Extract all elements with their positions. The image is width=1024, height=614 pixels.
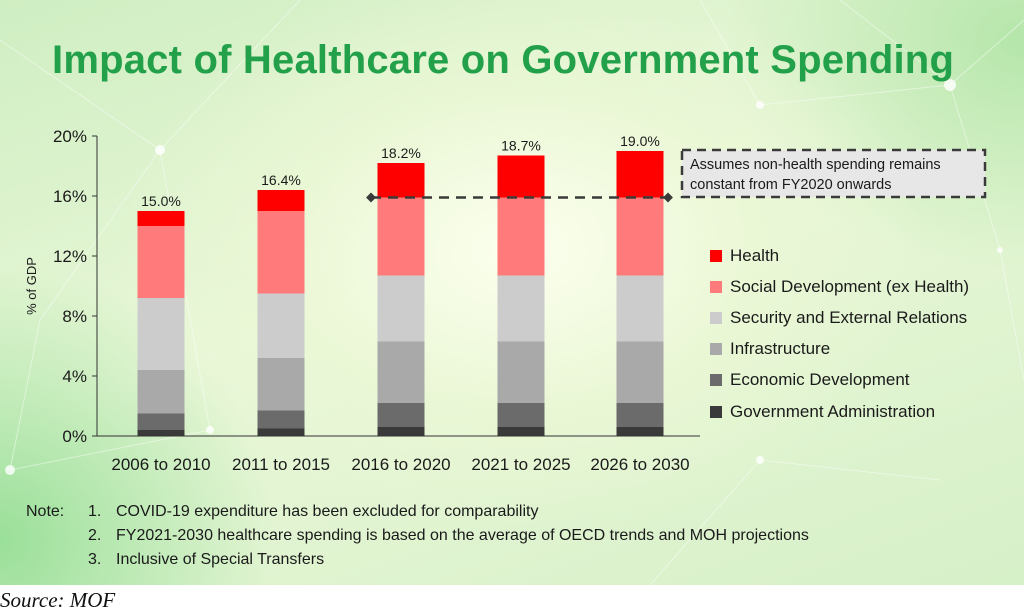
reference-line-diamond-marker bbox=[366, 192, 376, 203]
bar-segment-government-administration bbox=[616, 427, 664, 436]
slide-background: Impact of Healthcare on Government Spend… bbox=[0, 0, 1024, 585]
bar-segment-social-development-ex-health bbox=[377, 197, 425, 276]
bar-segment-social-development-ex-health bbox=[137, 226, 185, 298]
x-tick-label: 2021 to 2025 bbox=[471, 455, 570, 474]
bar-total-label: 16.4% bbox=[261, 172, 301, 188]
bar-segment-economic-development bbox=[257, 410, 305, 429]
note-number: 3. bbox=[88, 551, 102, 568]
x-tick-label: 2026 to 2030 bbox=[590, 455, 689, 474]
bar-segment-security-and-external-relations bbox=[616, 275, 664, 342]
bar-segment-security-and-external-relations bbox=[257, 293, 305, 358]
legend-swatch bbox=[710, 405, 722, 418]
y-tick-label: 20% bbox=[53, 127, 87, 146]
legend-item: Security and External Relations bbox=[710, 302, 969, 333]
bar-segment-economic-development bbox=[497, 403, 545, 427]
legend-swatch bbox=[710, 311, 722, 324]
bar-total-label: 18.2% bbox=[381, 145, 421, 161]
y-tick-label: 8% bbox=[62, 307, 87, 326]
y-tick-label: 4% bbox=[62, 367, 87, 386]
bar-segment-security-and-external-relations bbox=[497, 275, 545, 342]
bar-segment-infrastructure bbox=[497, 341, 545, 403]
bar-segment-infrastructure bbox=[137, 370, 185, 414]
bar-segment-economic-development bbox=[616, 403, 664, 427]
notes-section: Note: 1. COVID-19 expenditure has been e… bbox=[26, 500, 809, 572]
bar-total-label: 18.7% bbox=[501, 138, 541, 154]
x-tick-label: 2006 to 2010 bbox=[111, 455, 210, 474]
reference-line-diamond-marker bbox=[663, 192, 673, 203]
legend-label: Security and External Relations bbox=[730, 307, 968, 327]
note-row-3: 3. Inclusive of Special Transfers bbox=[26, 548, 809, 572]
y-tick-label: 12% bbox=[53, 247, 87, 266]
legend-item: Social Development (ex Health) bbox=[710, 271, 969, 302]
note-indent bbox=[26, 524, 88, 548]
bar-segment-health bbox=[377, 163, 425, 198]
legend-swatch bbox=[710, 280, 722, 293]
bar-segment-health bbox=[257, 190, 305, 211]
note-number: 1. bbox=[88, 503, 102, 520]
reference-line-group bbox=[366, 192, 673, 203]
bar-segment-health bbox=[137, 211, 185, 226]
bar-segment-infrastructure bbox=[616, 341, 664, 403]
bar-total-label: 19.0% bbox=[620, 133, 660, 149]
legend-item: Health bbox=[710, 240, 969, 271]
bar-segment-government-administration bbox=[377, 427, 425, 436]
legend-swatch bbox=[710, 249, 722, 262]
legend-item: Government Administration bbox=[710, 396, 969, 427]
note-text: FY2021-2030 healthcare spending is based… bbox=[116, 527, 809, 544]
legend-item: Economic Development bbox=[710, 365, 969, 396]
legend-label: Economic Development bbox=[730, 370, 910, 390]
bar-segment-security-and-external-relations bbox=[137, 298, 185, 370]
stacked-bar-chart: 0%4%8%12%16%20%% of GDP 15.0%16.4%18.2% 1… bbox=[24, 127, 987, 474]
bar-segment-social-development-ex-health bbox=[497, 197, 545, 276]
note-number: 2. bbox=[88, 527, 102, 544]
legend-label: Government Administration bbox=[730, 401, 936, 421]
bar-segment-security-and-external-relations bbox=[377, 275, 425, 342]
chart-title: Impact of Healthcare on Government Spend… bbox=[52, 38, 955, 82]
legend-label: Social Development (ex Health) bbox=[730, 276, 970, 296]
bar-segment-health bbox=[616, 151, 664, 198]
x-axis: 2006 to 2010 2011 to 2015 2016 to 2020 2021… bbox=[97, 435, 700, 474]
x-tick-label: 2016 to 2020 bbox=[351, 455, 450, 474]
y-tick-label: 16% bbox=[53, 187, 87, 206]
y-axis: 0% 4% 8% 12% 16% 20% % of GDP bbox=[24, 127, 98, 446]
y-tick-label: 0% bbox=[62, 427, 87, 446]
legend-item: Infrastructure bbox=[710, 334, 969, 365]
annotation-line-2: constant from FY2020 onwards bbox=[690, 177, 892, 193]
bars: 15.0% 16.4% 18.2% 18.7% 19.0% bbox=[137, 133, 664, 436]
bar-segment-government-administration bbox=[137, 430, 185, 436]
note-row-1: Note: 1. COVID-19 expenditure has been e… bbox=[26, 500, 809, 524]
bar-total-label: 15.0% bbox=[141, 193, 181, 209]
chart-legend: Health Social Development (ex Health) Secu… bbox=[710, 240, 969, 427]
bar-segment-government-administration bbox=[497, 427, 545, 436]
notes-label: Note: bbox=[26, 503, 65, 520]
y-axis-label: % of GDP bbox=[24, 257, 39, 315]
note-text: Inclusive of Special Transfers bbox=[116, 551, 325, 568]
annotation-box: Assumes non-health spending remains cons… bbox=[680, 148, 987, 199]
bar-segment-infrastructure bbox=[377, 341, 425, 403]
legend-swatch bbox=[710, 374, 722, 387]
bar-segment-economic-development bbox=[377, 403, 425, 427]
annotation-box-border bbox=[680, 148, 987, 199]
bar-segment-government-administration bbox=[257, 428, 305, 436]
bar-segment-health bbox=[497, 155, 545, 198]
bar-segment-social-development-ex-health bbox=[616, 197, 664, 276]
legend-label: Health bbox=[730, 245, 780, 265]
bar-segment-infrastructure bbox=[257, 358, 305, 411]
x-tick-label: 2011 to 2015 bbox=[232, 455, 330, 474]
note-row-2: 2. FY2021-2030 healthcare spending is ba… bbox=[26, 524, 809, 548]
legend-label: Infrastructure bbox=[730, 339, 831, 359]
annotation-line-1: Assumes non-health spending remains bbox=[690, 157, 941, 173]
note-indent bbox=[26, 548, 88, 572]
note-text: COVID-19 expenditure has been excluded f… bbox=[116, 503, 539, 520]
bar-segment-social-development-ex-health bbox=[257, 211, 305, 294]
legend-swatch bbox=[710, 343, 722, 356]
bar-segment-economic-development bbox=[137, 413, 185, 430]
source-caption: Source: MOF bbox=[0, 588, 116, 612]
background-network-pattern bbox=[0, 0, 1024, 585]
